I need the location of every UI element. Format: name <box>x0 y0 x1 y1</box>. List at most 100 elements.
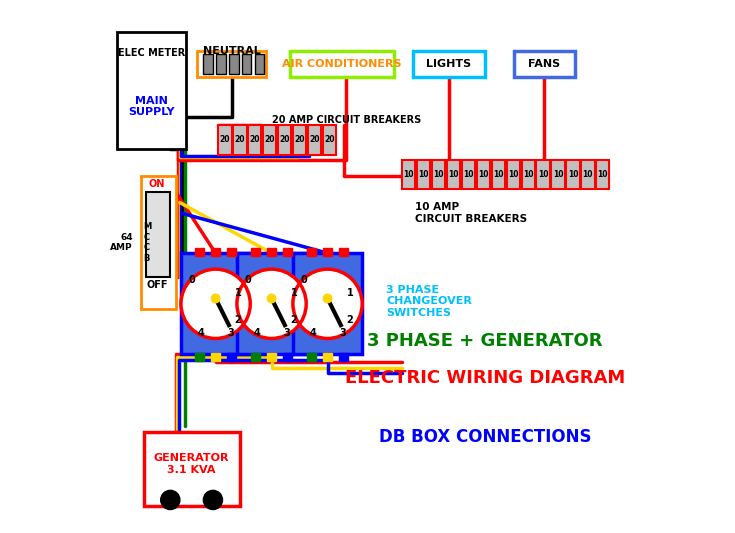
Text: 20: 20 <box>249 135 260 144</box>
Text: 20: 20 <box>324 135 334 144</box>
Bar <box>268 248 276 256</box>
Text: 10 AMP
CIRCUIT BREAKERS: 10 AMP CIRCUIT BREAKERS <box>415 203 528 224</box>
Text: 10: 10 <box>508 171 518 179</box>
FancyBboxPatch shape <box>278 125 291 155</box>
Circle shape <box>181 269 250 338</box>
Text: ELEC METER: ELEC METER <box>118 49 185 58</box>
FancyBboxPatch shape <box>143 432 240 506</box>
Bar <box>227 248 236 256</box>
Bar <box>283 248 292 256</box>
FancyBboxPatch shape <box>204 54 213 74</box>
Text: DB BOX CONNECTIONS: DB BOX CONNECTIONS <box>379 428 591 446</box>
FancyBboxPatch shape <box>432 160 445 189</box>
Bar <box>340 353 348 361</box>
FancyBboxPatch shape <box>181 253 250 354</box>
Text: 20 AMP CIRCUIT BREAKERS: 20 AMP CIRCUIT BREAKERS <box>271 115 421 125</box>
FancyBboxPatch shape <box>254 54 264 74</box>
Text: 10: 10 <box>553 171 563 179</box>
Bar <box>283 353 292 361</box>
Text: 20: 20 <box>309 135 320 144</box>
Text: 3 PHASE + GENERATOR: 3 PHASE + GENERATOR <box>367 332 603 350</box>
FancyBboxPatch shape <box>596 160 609 189</box>
FancyBboxPatch shape <box>242 54 251 74</box>
FancyBboxPatch shape <box>229 54 239 74</box>
Text: 20: 20 <box>265 135 275 144</box>
FancyBboxPatch shape <box>514 51 576 77</box>
Text: 20: 20 <box>279 135 290 144</box>
Circle shape <box>161 490 180 510</box>
Text: 0: 0 <box>300 275 307 285</box>
FancyBboxPatch shape <box>402 160 415 189</box>
FancyBboxPatch shape <box>417 160 431 189</box>
Text: 10: 10 <box>478 171 489 179</box>
Text: 1: 1 <box>234 288 241 298</box>
Text: 3: 3 <box>227 328 234 338</box>
FancyBboxPatch shape <box>293 125 306 155</box>
Bar <box>323 353 331 361</box>
Bar <box>307 248 316 256</box>
Bar <box>340 248 348 256</box>
Text: 10: 10 <box>404 171 414 179</box>
Text: M
C
C
B: M C C B <box>143 222 152 263</box>
Bar <box>251 353 260 361</box>
FancyBboxPatch shape <box>290 51 394 77</box>
Text: 3: 3 <box>283 328 290 338</box>
Text: 10: 10 <box>523 171 534 179</box>
Text: 4: 4 <box>197 328 204 338</box>
Bar <box>307 353 316 361</box>
Text: 10: 10 <box>567 171 578 179</box>
FancyBboxPatch shape <box>566 160 580 189</box>
Text: ELECTRIC WIRING DIAGRAM: ELECTRIC WIRING DIAGRAM <box>345 369 625 387</box>
FancyBboxPatch shape <box>263 125 276 155</box>
Text: 2: 2 <box>290 315 298 325</box>
Text: 20: 20 <box>294 135 305 144</box>
FancyBboxPatch shape <box>506 160 520 189</box>
FancyBboxPatch shape <box>492 160 505 189</box>
Text: OFF: OFF <box>146 280 168 290</box>
FancyBboxPatch shape <box>581 160 595 189</box>
Text: 10: 10 <box>448 171 459 179</box>
Text: GENERATOR
3.1 KVA: GENERATOR 3.1 KVA <box>154 453 229 474</box>
Text: LIGHTS: LIGHTS <box>426 59 471 69</box>
FancyBboxPatch shape <box>323 125 336 155</box>
Text: 0: 0 <box>188 275 195 285</box>
Text: 20: 20 <box>220 135 230 144</box>
Text: 20: 20 <box>234 135 245 144</box>
FancyBboxPatch shape <box>248 125 262 155</box>
Text: 10: 10 <box>583 171 593 179</box>
Circle shape <box>323 294 331 303</box>
FancyBboxPatch shape <box>216 54 226 74</box>
Text: 10: 10 <box>493 171 503 179</box>
Text: 4: 4 <box>254 328 260 338</box>
Text: 10: 10 <box>598 171 608 179</box>
Bar <box>323 248 331 256</box>
Text: 10: 10 <box>538 171 548 179</box>
Bar <box>196 353 204 361</box>
Text: 10: 10 <box>434 171 444 179</box>
Text: MAIN
SUPPLY: MAIN SUPPLY <box>129 96 175 117</box>
FancyBboxPatch shape <box>447 160 460 189</box>
Circle shape <box>212 294 220 303</box>
FancyBboxPatch shape <box>462 160 475 189</box>
FancyBboxPatch shape <box>218 125 232 155</box>
FancyBboxPatch shape <box>233 125 246 155</box>
Text: 10: 10 <box>418 171 429 179</box>
Text: NEUTRAL: NEUTRAL <box>203 46 260 55</box>
Text: 10: 10 <box>463 171 474 179</box>
Circle shape <box>204 490 223 510</box>
FancyBboxPatch shape <box>477 160 490 189</box>
Text: 3: 3 <box>339 328 346 338</box>
FancyBboxPatch shape <box>293 253 362 354</box>
Bar <box>251 248 260 256</box>
Bar <box>227 353 236 361</box>
Circle shape <box>293 269 362 338</box>
Text: 3 PHASE
CHANGEOVER
SWITCHES: 3 PHASE CHANGEOVER SWITCHES <box>386 285 472 318</box>
FancyBboxPatch shape <box>551 160 564 189</box>
Text: 2: 2 <box>346 315 354 325</box>
FancyBboxPatch shape <box>413 51 485 77</box>
FancyBboxPatch shape <box>237 253 306 354</box>
Text: FANS: FANS <box>528 59 561 69</box>
Text: 2: 2 <box>234 315 241 325</box>
FancyBboxPatch shape <box>197 51 266 77</box>
Text: AIR CONDITIONERS: AIR CONDITIONERS <box>282 59 401 69</box>
